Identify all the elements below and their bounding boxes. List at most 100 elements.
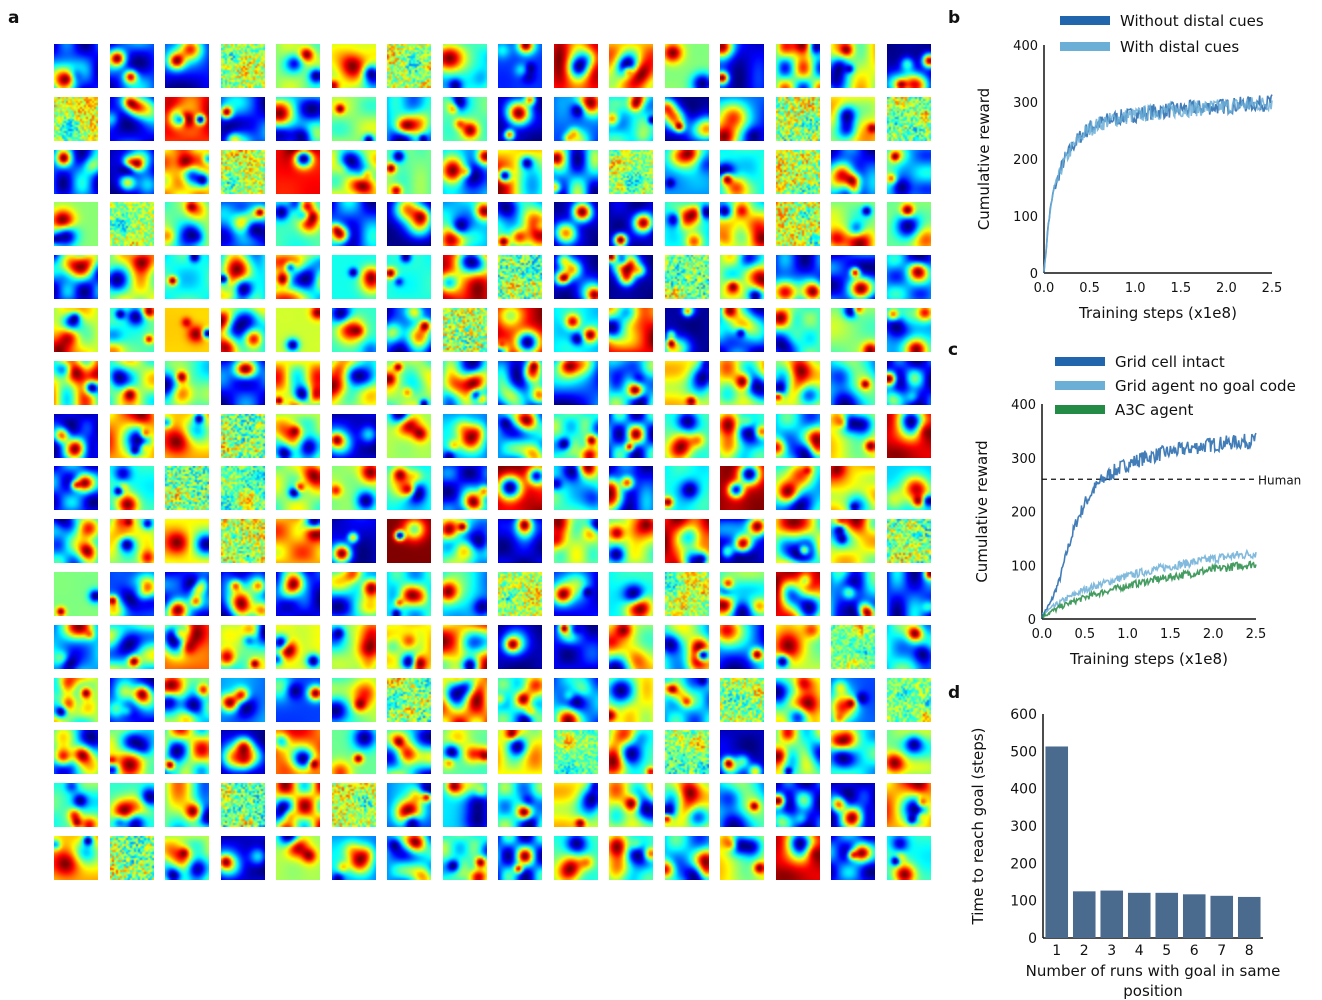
x-axis-label: Training steps (x1e8) bbox=[1069, 650, 1228, 668]
rate-map-cell bbox=[331, 519, 376, 564]
rate-map-cell bbox=[886, 360, 931, 405]
rate-map-cell bbox=[886, 466, 931, 511]
rate-map-cell bbox=[498, 413, 542, 458]
rate-map-cell bbox=[831, 360, 875, 405]
x-tick-label: 4 bbox=[1135, 943, 1144, 959]
rate-map-grid bbox=[54, 44, 931, 880]
y-tick-label: 100 bbox=[1010, 894, 1037, 910]
rate-map-cell bbox=[553, 255, 598, 300]
series-line-2 bbox=[1041, 560, 1257, 620]
rate-map-cell bbox=[553, 413, 598, 458]
rate-map-cell bbox=[387, 360, 431, 405]
x-tick-label: 2.5 bbox=[1246, 627, 1267, 642]
rate-map-cell bbox=[387, 519, 431, 564]
rate-map-cell bbox=[664, 149, 709, 194]
rate-map-cell bbox=[831, 149, 875, 194]
rate-map-cell bbox=[664, 360, 709, 405]
rate-map-cell bbox=[165, 677, 209, 722]
rate-map-cell bbox=[165, 730, 209, 775]
rate-map-cell bbox=[831, 677, 875, 722]
rate-map-cell bbox=[498, 730, 542, 775]
bar-1 bbox=[1045, 746, 1069, 938]
rate-map-cell bbox=[886, 96, 931, 141]
rate-map-cell bbox=[331, 255, 376, 300]
rate-map-cell bbox=[775, 202, 820, 247]
legend-swatch-0 bbox=[1060, 16, 1110, 25]
rate-map-cell bbox=[109, 466, 154, 511]
rate-map-cell bbox=[165, 783, 209, 828]
rate-map-cell bbox=[165, 44, 209, 88]
rate-map-cell bbox=[609, 466, 653, 511]
human-reference-label: Human bbox=[1258, 473, 1301, 487]
rate-map-cell bbox=[720, 519, 764, 564]
rate-map-cell bbox=[609, 255, 653, 300]
rate-map-cell bbox=[720, 255, 764, 300]
rate-map-cell bbox=[886, 730, 931, 775]
rate-map-cell bbox=[553, 44, 598, 88]
x-tick-label: 0.0 bbox=[1034, 281, 1055, 296]
chart-c: 0.0 0.5 1.0 1.5 2.0 2.5 0 100 200 300 400 Training … bbox=[973, 353, 1301, 668]
rate-map-cell bbox=[886, 308, 931, 352]
x-tick-label: 3 bbox=[1107, 943, 1116, 959]
rate-map-cell bbox=[276, 836, 320, 880]
rate-map-cell bbox=[442, 519, 487, 564]
rate-map-cell bbox=[664, 624, 709, 669]
rate-map-cell bbox=[442, 202, 487, 247]
rate-map-cell bbox=[664, 413, 709, 458]
rate-map-cell bbox=[886, 202, 931, 247]
rate-map-cell bbox=[609, 202, 653, 247]
rate-map-cell bbox=[109, 308, 154, 352]
rate-map-cell bbox=[442, 624, 487, 669]
rate-map-cell bbox=[442, 308, 487, 352]
rate-map-cell bbox=[609, 44, 653, 88]
rate-map-cell bbox=[109, 255, 154, 300]
rate-map-cell bbox=[553, 572, 598, 616]
y-tick-label: 100 bbox=[1011, 559, 1036, 574]
rate-map-cell bbox=[109, 360, 154, 405]
rate-map-cell bbox=[276, 413, 320, 458]
rate-map-cell bbox=[220, 202, 265, 247]
rate-map-cell bbox=[442, 730, 487, 775]
y-tick-label: 400 bbox=[1010, 782, 1037, 798]
rate-map-cell bbox=[109, 96, 154, 141]
rate-map-cell bbox=[276, 519, 320, 564]
y-axis-label: Cumulative reward bbox=[973, 440, 991, 582]
rate-map-cell bbox=[331, 572, 376, 616]
rate-map-cell bbox=[331, 44, 376, 88]
x-tick-label: 0.0 bbox=[1032, 627, 1053, 642]
rate-map-cell bbox=[720, 202, 764, 247]
legend-label-1: Grid agent no goal code bbox=[1115, 377, 1296, 395]
rate-map-cell bbox=[276, 730, 320, 775]
rate-map-cell bbox=[165, 308, 209, 352]
rate-map-cell bbox=[331, 308, 376, 352]
rate-map-cell bbox=[109, 519, 154, 564]
rate-map-cell bbox=[664, 677, 709, 722]
rate-map-cell bbox=[609, 783, 653, 828]
rate-map-cell bbox=[886, 624, 931, 669]
rate-map-cell bbox=[720, 149, 764, 194]
rate-map-cell bbox=[220, 572, 265, 616]
rate-map-cell bbox=[775, 677, 820, 722]
rate-map-cell bbox=[387, 783, 431, 828]
legend-label-0: Grid cell intact bbox=[1115, 353, 1225, 371]
bar-4 bbox=[1127, 892, 1151, 938]
rate-map-cell bbox=[553, 519, 598, 564]
rate-map-cell bbox=[220, 677, 265, 722]
rate-map-cell bbox=[276, 624, 320, 669]
rate-map-cell bbox=[165, 572, 209, 616]
rate-map-cell bbox=[387, 149, 431, 194]
rate-map-cell bbox=[609, 519, 653, 564]
rate-map-cell bbox=[831, 466, 875, 511]
rate-map-cell bbox=[109, 202, 154, 247]
rate-map-cell bbox=[553, 466, 598, 511]
rate-map-cell bbox=[220, 466, 265, 511]
chart-d: 0 100 200 300 400 500 600 1 2 3 4 5 6 7 8 Number of run… bbox=[969, 707, 1280, 1000]
x-tick-label: 0.5 bbox=[1074, 627, 1095, 642]
rate-map-cell bbox=[54, 44, 98, 88]
rate-map-cell bbox=[831, 572, 875, 616]
rate-map-cell bbox=[664, 255, 709, 300]
rate-map-cell bbox=[553, 730, 598, 775]
rate-map-cell bbox=[387, 677, 431, 722]
rate-map-cell bbox=[54, 308, 98, 352]
x-tick-label: 8 bbox=[1245, 943, 1254, 959]
